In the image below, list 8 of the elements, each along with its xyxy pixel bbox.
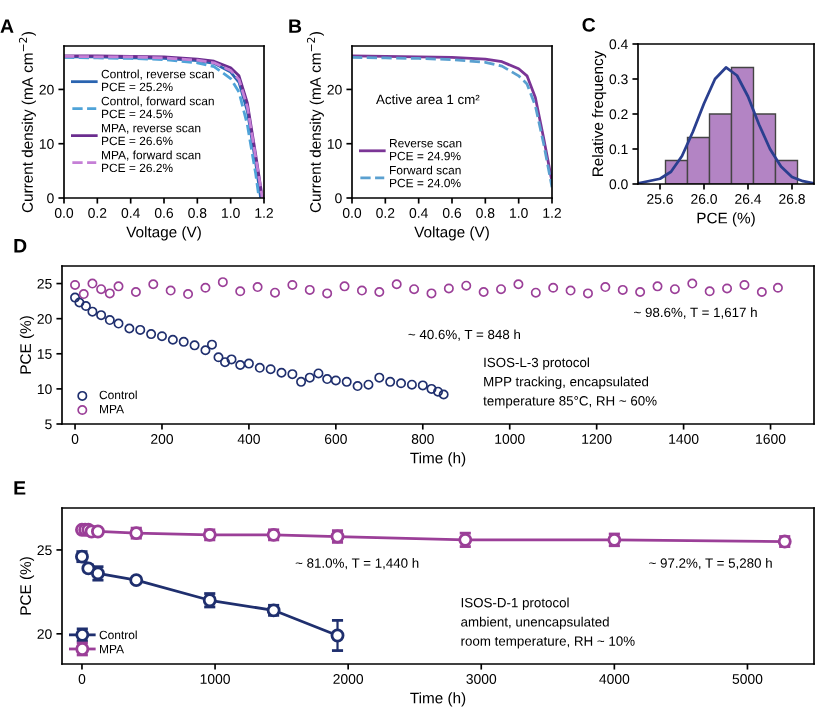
point bbox=[129, 573, 144, 588]
chart-title: D bbox=[14, 239, 27, 253]
chart-title: B bbox=[289, 19, 302, 33]
chart-title: C bbox=[582, 17, 596, 32]
point bbox=[330, 628, 345, 643]
point bbox=[90, 524, 105, 539]
chart-title: E bbox=[14, 481, 26, 495]
chart-title: A bbox=[0, 19, 14, 33]
